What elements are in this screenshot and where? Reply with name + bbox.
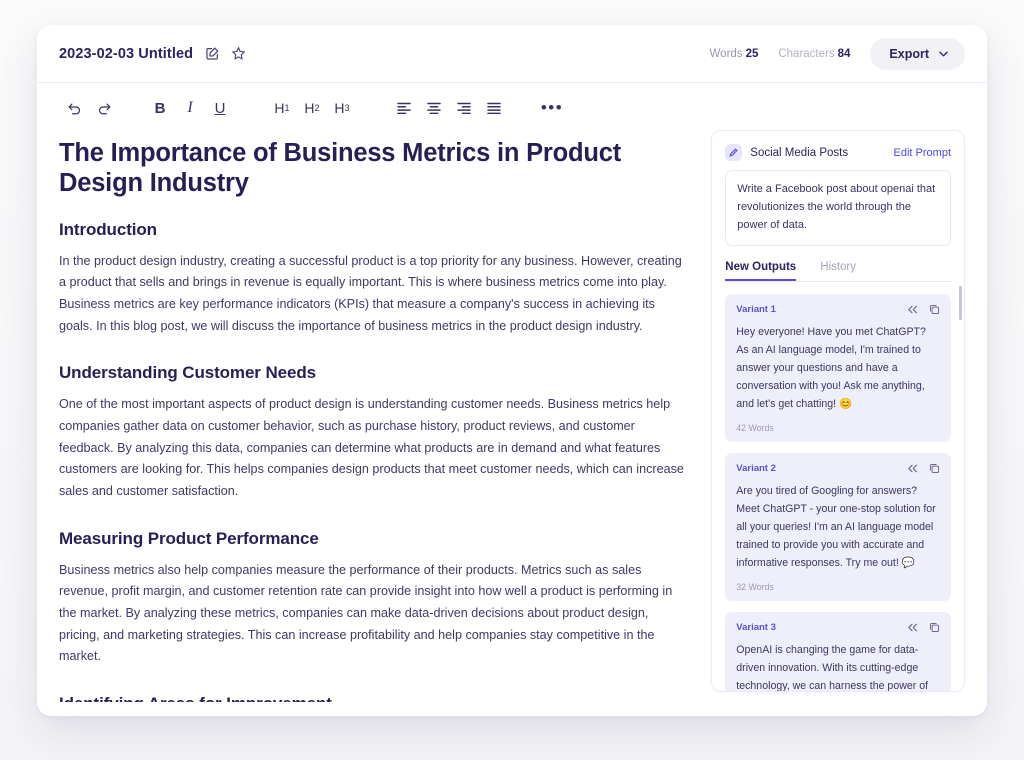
- panel-header: Social Media Posts Edit Prompt: [712, 131, 964, 170]
- outputs-scrollbar[interactable]: [959, 286, 962, 321]
- pencil-icon: [725, 144, 743, 161]
- variant-label: Variant 2: [736, 463, 776, 475]
- variant-word-count: 42 Words: [736, 423, 774, 434]
- star-icon[interactable]: [231, 46, 246, 61]
- panel-title: Social Media Posts: [750, 146, 849, 159]
- panel-tabs: New Outputs History: [725, 261, 951, 283]
- variant-text: Hey everyone! Have you met ChatGPT? As a…: [736, 326, 926, 411]
- tab-history[interactable]: History: [820, 261, 856, 274]
- section-heading: Introduction: [59, 219, 157, 239]
- prompt-text[interactable]: Write a Facebook post about openai that …: [725, 170, 951, 247]
- chevron-double-left-icon[interactable]: [907, 623, 918, 632]
- word-count-value: 25: [745, 47, 759, 60]
- outputs-list[interactable]: Variant 1 Hey everyone! Have you met Ch: [712, 282, 964, 691]
- history-group: [59, 95, 119, 121]
- alignment-group: [389, 95, 509, 121]
- variant-card[interactable]: Variant 1 Hey everyone! Have you met Ch: [725, 294, 951, 443]
- character-count: Characters 84: [778, 48, 850, 60]
- undo-icon[interactable]: [59, 95, 89, 121]
- variant-actions: [907, 463, 940, 474]
- h1-subscript: 1: [284, 103, 290, 113]
- document-section: Measuring Product Performance Business m…: [59, 529, 689, 668]
- top-bar-right: Words 25 Characters 84 Export: [710, 37, 965, 70]
- character-count-label: Characters: [778, 47, 835, 60]
- section-paragraph: One of the most important aspects of pro…: [59, 397, 684, 498]
- section-heading: Understanding Customer Needs: [59, 363, 316, 383]
- document-title[interactable]: 2023-02-03 Untitled: [59, 45, 194, 62]
- variant-card[interactable]: Variant 3 OpenAI is changing the game f: [725, 612, 951, 691]
- character-count-value: 84: [837, 47, 851, 60]
- word-count-label: Words: [709, 47, 743, 60]
- italic-button[interactable]: I: [187, 99, 193, 116]
- variant-text: Are you tired of Googling for answers? M…: [736, 485, 936, 570]
- edit-prompt-link[interactable]: Edit Prompt: [893, 146, 951, 159]
- page-title: The Importance of Business Metrics in Pr…: [59, 139, 622, 197]
- section-heading: Identifying Areas for Improvement: [59, 694, 689, 702]
- bold-button[interactable]: B: [154, 99, 166, 117]
- document-section: Understanding Customer Needs One of the …: [59, 363, 689, 502]
- variant-header: Variant 3: [736, 622, 940, 633]
- copy-icon[interactable]: [929, 304, 940, 315]
- align-center-icon[interactable]: [419, 95, 449, 121]
- variant-label: Variant 3: [736, 622, 776, 634]
- chevron-down-icon: [939, 51, 948, 57]
- export-button[interactable]: Export: [870, 37, 965, 70]
- chevron-double-left-icon[interactable]: [907, 464, 918, 473]
- h3-letter: H: [334, 100, 345, 116]
- ai-assistant-panel: Social Media Posts Edit Prompt Write a F…: [711, 130, 965, 692]
- copy-icon[interactable]: [929, 622, 940, 633]
- h1-letter: H: [274, 100, 285, 116]
- document-section: Identifying Areas for Improvement Finall…: [59, 694, 689, 702]
- section-paragraph: In the product design industry, creating…: [59, 253, 682, 333]
- tab-new-outputs[interactable]: New Outputs: [725, 261, 796, 281]
- app-window: 2023-02-03 Untitled Words 25: [37, 25, 987, 716]
- align-right-icon[interactable]: [449, 95, 479, 121]
- variant-label: Variant 1: [736, 304, 776, 316]
- editor-body: The Importance of Business Metrics in Pr…: [37, 127, 987, 702]
- edit-square-icon[interactable]: [205, 46, 220, 61]
- h2-letter: H: [304, 100, 315, 116]
- redo-icon[interactable]: [89, 95, 119, 121]
- variant-actions: [907, 304, 940, 315]
- variant-actions: [907, 622, 940, 633]
- h3-subscript: 3: [344, 103, 350, 113]
- document-canvas[interactable]: The Importance of Business Metrics in Pr…: [59, 127, 689, 702]
- underline-button[interactable]: U: [214, 99, 226, 117]
- variant-header: Variant 2: [736, 463, 940, 474]
- chevron-double-left-icon[interactable]: [907, 305, 918, 314]
- top-bar: 2023-02-03 Untitled Words 25: [37, 25, 987, 83]
- word-count: Words 25: [710, 48, 759, 60]
- variant-header: Variant 1: [736, 304, 940, 315]
- more-options-icon[interactable]: •••: [540, 98, 564, 117]
- align-justify-icon[interactable]: [479, 95, 509, 121]
- document-section: Introduction In the product design indus…: [59, 220, 689, 338]
- h2-subscript: 2: [314, 103, 320, 113]
- copy-icon[interactable]: [929, 463, 940, 474]
- align-left-icon[interactable]: [389, 95, 419, 121]
- export-label: Export: [889, 46, 929, 61]
- variant-card[interactable]: Variant 2 Are you tired of Googling for: [725, 453, 951, 602]
- variant-text: OpenAI is changing the game for data-dri…: [736, 644, 929, 691]
- section-heading: Measuring Product Performance: [59, 528, 319, 548]
- format-group: B I U: [145, 95, 235, 121]
- section-paragraph: Business metrics also help companies mea…: [59, 562, 673, 664]
- variant-word-count: 32 Words: [736, 582, 774, 593]
- title-icon-group: [205, 46, 246, 61]
